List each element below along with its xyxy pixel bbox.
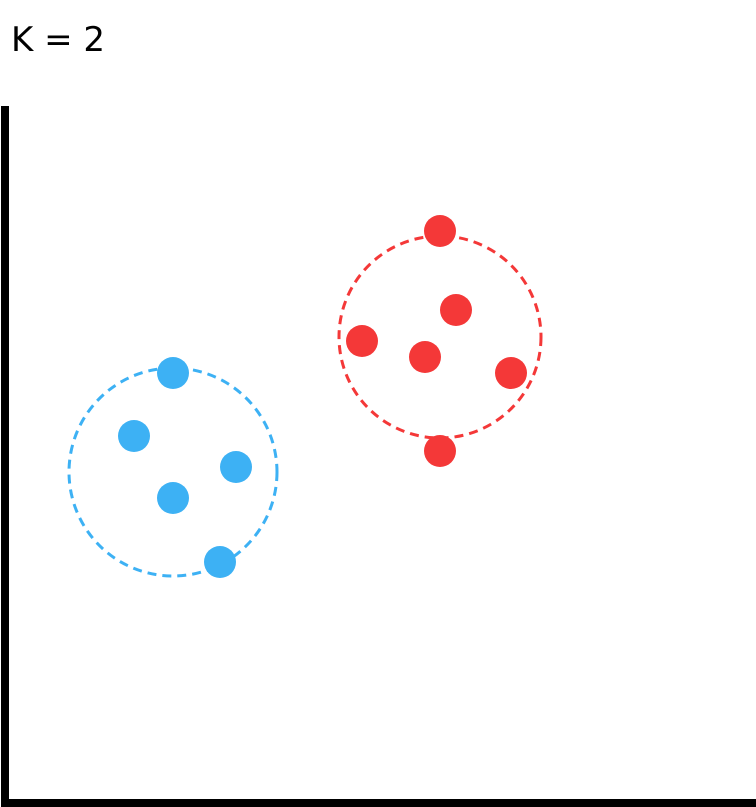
blue-cluster-point	[118, 420, 150, 452]
red-cluster-point	[424, 215, 456, 247]
blue-cluster-boundary	[67, 366, 279, 578]
red-cluster-point	[409, 341, 441, 373]
red-cluster-point	[440, 294, 472, 326]
red-cluster-point	[424, 435, 456, 467]
red-cluster-point	[495, 357, 527, 389]
red-cluster-point	[346, 325, 378, 357]
blue-cluster-point	[204, 546, 236, 578]
points-layer	[118, 215, 527, 578]
blue-cluster-point	[157, 357, 189, 389]
blue-cluster-point	[157, 482, 189, 514]
k-value-label: K = 2	[11, 20, 106, 60]
blue-cluster-point	[220, 451, 252, 483]
